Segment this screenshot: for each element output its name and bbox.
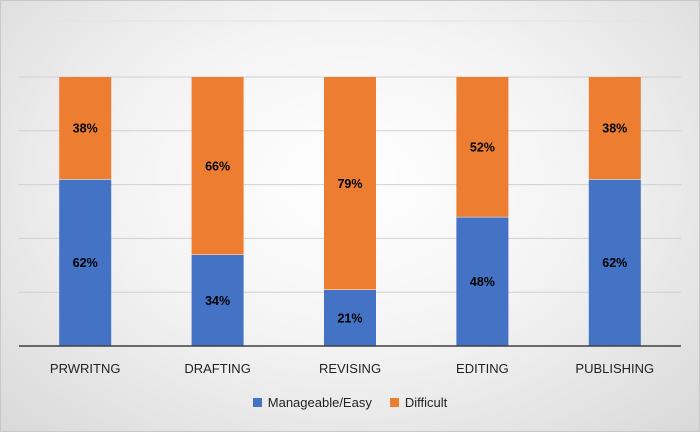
- data-label-manageable-editing: 48%: [470, 275, 495, 289]
- legend-label-difficult: Difficult: [404, 395, 448, 410]
- data-label-manageable-publishing: 62%: [602, 256, 627, 270]
- bar-manageable-editing: [456, 216, 509, 346]
- data-label-manageable-prwritng: 62%: [73, 256, 98, 270]
- legend-item-manageable[interactable]: Manageable/Easy: [252, 395, 372, 410]
- x-tick-publishing: PUBLISHING: [575, 361, 654, 376]
- stacked-bar-chart: 62% 38% 34% 66% 21% 79% 48% 52% 62% 38% PRWRITNG D…: [19, 20, 681, 376]
- data-label-difficult-editing: 52%: [470, 140, 495, 154]
- x-tick-revising: REVISING: [319, 361, 381, 376]
- bar-manageable-prwritng: [59, 179, 112, 346]
- legend-item-difficult[interactable]: Difficult: [389, 395, 448, 410]
- data-label-difficult-drafting: 66%: [205, 159, 230, 173]
- legend-swatch-manageable: [252, 398, 262, 407]
- legend: Manageable/Easy Difficult: [1, 395, 699, 410]
- bar-difficult-editing: [456, 77, 509, 217]
- bar-manageable-drafting: [191, 254, 244, 346]
- bar-difficult-prwritng: [59, 77, 112, 180]
- bar-series: [59, 77, 641, 346]
- legend-swatch-difficult: [389, 398, 399, 407]
- data-labels: 62% 38% 34% 66% 21% 79% 48% 52% 62% 38%: [73, 122, 628, 326]
- legend-label-manageable: Manageable/Easy: [267, 395, 372, 410]
- x-tick-drafting: DRAFTING: [184, 361, 250, 376]
- data-label-manageable-drafting: 34%: [205, 294, 230, 308]
- x-axis-tick-labels: PRWRITNG DRAFTING REVISING EDITING PUBLISHIN…: [50, 361, 654, 376]
- data-label-manageable-revising: 21%: [337, 311, 362, 325]
- data-label-difficult-revising: 79%: [337, 177, 362, 191]
- bar-difficult-revising: [324, 77, 376, 290]
- data-label-difficult-publishing: 38%: [602, 122, 627, 136]
- x-tick-editing: EDITING: [456, 361, 509, 376]
- bar-manageable-revising: [324, 289, 376, 346]
- data-label-difficult-prwritng: 38%: [73, 122, 98, 136]
- x-tick-prwritng: PRWRITNG: [50, 361, 121, 376]
- bar-difficult-publishing: [588, 77, 641, 180]
- bar-manageable-publishing: [588, 179, 641, 346]
- bar-difficult-drafting: [191, 77, 244, 255]
